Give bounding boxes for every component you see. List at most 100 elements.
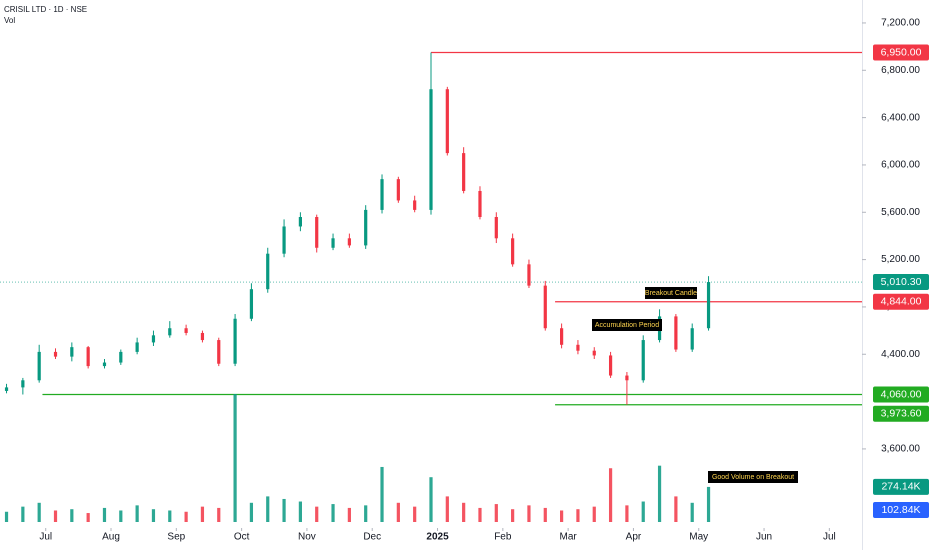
- level-badge-label: 3,973.60: [881, 407, 922, 419]
- candle-body: [494, 217, 498, 239]
- volume-bar: [70, 509, 74, 522]
- x-tick-label: Mar: [560, 532, 578, 543]
- candle-body: [429, 89, 433, 210]
- x-tick-label: Nov: [298, 532, 316, 543]
- candle-body: [706, 282, 711, 329]
- volume-bar: [21, 506, 25, 522]
- y-tick-label: 7,200.00: [881, 18, 920, 29]
- candle-body: [527, 264, 531, 286]
- volume-bar: [592, 506, 596, 522]
- candle-body: [396, 179, 400, 201]
- candle-body: [347, 238, 351, 246]
- candle-body: [298, 217, 302, 227]
- x-tick-label: Jun: [756, 532, 772, 543]
- price-badge-label: 5,010.30: [881, 276, 922, 288]
- volume-badge-label: 274.14K: [881, 481, 920, 493]
- x-tick-label: Oct: [234, 532, 250, 543]
- volume-bar: [135, 505, 139, 522]
- x-tick-label: Jul: [823, 532, 836, 543]
- candle-body: [625, 375, 629, 381]
- candle-body: [315, 217, 319, 248]
- level-badge-label: 6,950.00: [881, 46, 922, 58]
- volume-bar: [364, 505, 368, 522]
- volume-bar: [347, 507, 351, 522]
- candle-body: [102, 362, 107, 367]
- candle-body: [331, 238, 335, 248]
- candle-body: [608, 355, 613, 376]
- candle-body: [266, 253, 270, 290]
- candle-body: [282, 226, 286, 254]
- volume-bar: [119, 510, 123, 522]
- x-tick-label: Jul: [39, 532, 52, 543]
- volume-bar: [200, 506, 205, 522]
- annotation-box: [592, 319, 662, 331]
- candle-body: [233, 318, 237, 364]
- candle-body: [576, 344, 580, 351]
- volume-bar: [413, 506, 417, 522]
- volume-bar: [249, 502, 254, 522]
- candle-body: [380, 179, 384, 210]
- candle-body: [86, 347, 90, 367]
- annotation: Good Volume on Breakout: [712, 474, 794, 481]
- volume-bar: [690, 502, 694, 522]
- candle-body: [119, 351, 123, 363]
- x-tick-label: Sep: [167, 532, 185, 543]
- x-tick-label: Feb: [494, 532, 512, 543]
- level-badge: [873, 293, 929, 310]
- volume-bar: [102, 507, 107, 522]
- candle-body: [217, 340, 221, 364]
- x-tick-label: Dec: [363, 532, 381, 543]
- candle-body: [413, 200, 417, 210]
- candle-body: [168, 328, 172, 336]
- y-tick-label: 5,600.00: [881, 207, 920, 218]
- volume-bar: [184, 511, 188, 522]
- volume-bar: [151, 509, 156, 522]
- y-tick-label: 4,400.00: [881, 349, 920, 360]
- volume-bar: [494, 504, 498, 522]
- volume-bar: [380, 466, 384, 522]
- y-tick-label: 6,800.00: [881, 65, 920, 76]
- candle-body: [478, 190, 482, 218]
- volume-bar: [429, 477, 433, 522]
- candle-body: [462, 153, 466, 191]
- y-tick-label: 6,400.00: [881, 112, 920, 123]
- chart-title: CRISIL LTD · 1D · NSE: [4, 5, 87, 14]
- volume-bar: [298, 501, 302, 522]
- volume-bar: [641, 501, 645, 522]
- volume-bar: [560, 510, 564, 522]
- annotation-box: [708, 471, 798, 483]
- annotation: Breakout Candle: [645, 290, 697, 297]
- volume-badge: [873, 478, 929, 495]
- level-badge: [873, 386, 929, 403]
- volume-bar: [282, 498, 286, 522]
- candle-body: [445, 89, 449, 154]
- annotation-box: [645, 287, 697, 299]
- level-badge-label: 4,844.00: [881, 296, 922, 308]
- level-badge: [873, 44, 929, 61]
- volume-bar: [53, 510, 58, 522]
- volume-bar: [445, 496, 449, 522]
- level-badge-label: 4,060.00: [881, 388, 922, 400]
- volume-bar: [266, 496, 270, 522]
- volume-ma-badge-label: 102.84K: [881, 504, 920, 516]
- y-tick-label: 6,000.00: [881, 160, 920, 171]
- volume-bar: [511, 509, 515, 522]
- candle-body: [151, 335, 156, 343]
- candle-body: [4, 387, 9, 391]
- candle-body: [543, 285, 547, 329]
- volume-title: Vol: [4, 16, 15, 25]
- volume-bar: [657, 465, 662, 522]
- candle-body: [511, 238, 515, 265]
- volume-bar: [527, 505, 531, 522]
- level-badge: [873, 405, 929, 422]
- volume-bar: [396, 502, 400, 522]
- volume-bar: [331, 504, 335, 522]
- volume-bar: [37, 502, 41, 522]
- candle-body: [184, 328, 188, 333]
- candle-body: [70, 347, 74, 357]
- candle-body: [364, 209, 368, 246]
- candle-body: [674, 316, 678, 350]
- volume-bar: [217, 507, 221, 522]
- volume-bar: [315, 506, 319, 522]
- volume-bar: [608, 468, 613, 522]
